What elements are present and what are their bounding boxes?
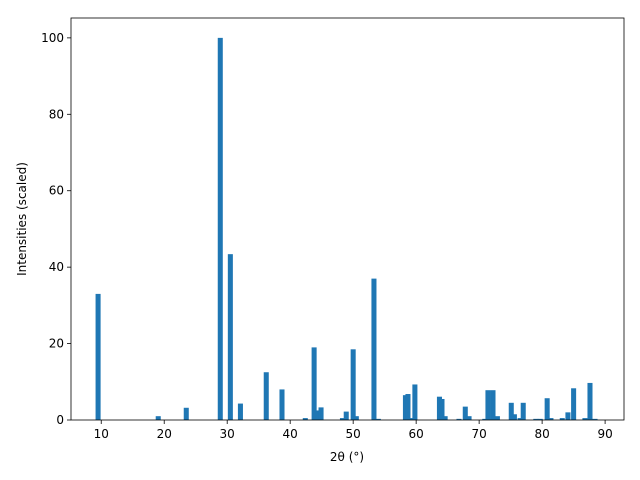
bar xyxy=(537,418,543,420)
bar xyxy=(442,416,448,420)
x-tick-label: 70 xyxy=(471,427,486,441)
bar xyxy=(279,389,285,420)
bar xyxy=(485,390,491,420)
bar xyxy=(237,403,243,420)
plot-frame xyxy=(70,17,625,421)
bar xyxy=(482,418,488,420)
bar xyxy=(511,414,517,420)
y-axis-label: Intensities (scaled) xyxy=(15,162,29,276)
bar xyxy=(263,372,269,420)
bar xyxy=(582,418,588,420)
bar xyxy=(490,390,496,420)
bar xyxy=(375,418,381,420)
bar xyxy=(466,416,472,420)
bar xyxy=(508,402,514,420)
y-tick-label: 100 xyxy=(41,31,64,45)
bar xyxy=(405,394,411,420)
bar xyxy=(520,402,526,420)
x-tick-label: 50 xyxy=(346,427,361,441)
bar xyxy=(592,418,598,420)
bar xyxy=(302,418,308,420)
bar xyxy=(155,416,161,420)
bar xyxy=(339,418,345,420)
x-tick-label: 90 xyxy=(597,427,612,441)
bar xyxy=(548,418,554,420)
x-tick-label: 20 xyxy=(157,427,172,441)
bar xyxy=(494,416,500,420)
bar xyxy=(533,418,539,420)
bar xyxy=(544,398,550,420)
bar xyxy=(183,407,189,420)
bar xyxy=(95,293,101,420)
x-tick-label: 80 xyxy=(534,427,549,441)
bar xyxy=(462,406,468,420)
bar xyxy=(571,388,577,420)
bar xyxy=(227,254,233,420)
bar xyxy=(412,384,418,420)
bar xyxy=(371,278,377,420)
y-tick-label: 40 xyxy=(49,260,64,274)
bar xyxy=(517,418,523,420)
bar xyxy=(315,410,321,420)
bar xyxy=(343,411,349,420)
x-tick-label: 60 xyxy=(409,427,424,441)
bar xyxy=(318,407,324,420)
bar xyxy=(565,412,571,420)
bar xyxy=(408,418,414,420)
bar xyxy=(311,347,317,420)
x-tick-label: 10 xyxy=(94,427,109,441)
bar xyxy=(456,418,462,420)
x-tick-label: 40 xyxy=(283,427,298,441)
y-tick-label: 0 xyxy=(56,413,64,427)
y-tick-label: 20 xyxy=(49,337,64,351)
bar xyxy=(559,418,565,420)
bar xyxy=(353,416,359,420)
x-tick-label: 30 xyxy=(220,427,235,441)
bar xyxy=(402,395,408,420)
bar xyxy=(217,37,223,420)
bar xyxy=(439,398,445,420)
x-axis-label: 2θ (°) xyxy=(330,450,364,464)
bar xyxy=(350,349,356,420)
bar xyxy=(587,382,593,420)
y-tick-label: 60 xyxy=(49,184,64,198)
y-tick-label: 80 xyxy=(49,107,64,121)
